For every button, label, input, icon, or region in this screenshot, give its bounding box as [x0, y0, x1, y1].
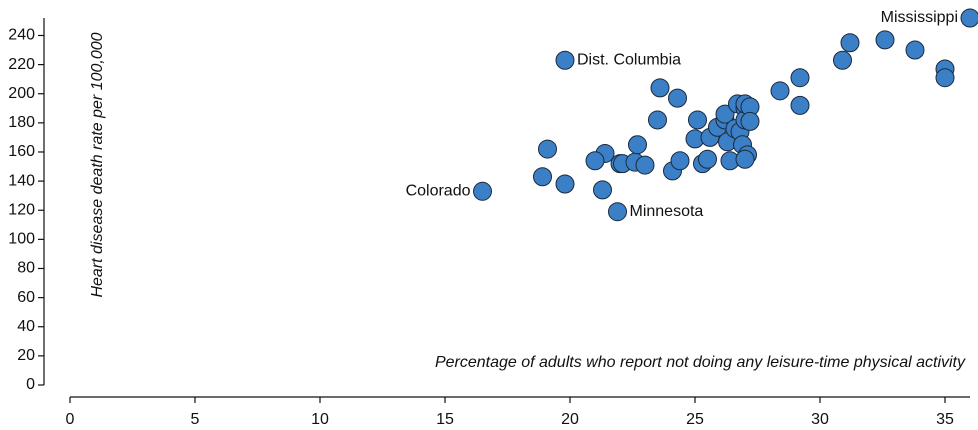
- point: [538, 139, 557, 159]
- point: [555, 50, 575, 70]
- point: [790, 68, 810, 88]
- x-tick-label: 35: [936, 411, 954, 428]
- point: [555, 174, 575, 194]
- y-tick-label: 40: [17, 318, 35, 335]
- point: [960, 8, 978, 28]
- y-tick-label: 220: [8, 56, 35, 73]
- x-tick-label: 0: [66, 411, 75, 428]
- point: [875, 30, 895, 50]
- y-tick-label: 80: [17, 260, 35, 277]
- y-tick-label: 140: [8, 172, 35, 189]
- point: [473, 181, 492, 201]
- y-tick-label: 120: [8, 201, 35, 218]
- y-axis-title: Heart disease death rate per 100,000: [89, 32, 106, 297]
- y-tick-label: 60: [17, 289, 35, 306]
- point: [608, 202, 627, 222]
- y-tick-label: 200: [8, 85, 35, 102]
- y-tick-label: 180: [8, 114, 35, 131]
- y-tick-label: 160: [8, 143, 35, 160]
- point: [840, 33, 860, 53]
- x-tick-label: 10: [311, 411, 329, 428]
- x-tick-label: 15: [436, 411, 454, 428]
- y-tick-label: 100: [8, 231, 35, 248]
- point: [740, 111, 760, 131]
- point: [770, 81, 790, 101]
- y-tick-label: 240: [8, 27, 35, 44]
- point-label: Minnesota: [630, 203, 704, 220]
- point: [715, 104, 735, 124]
- x-tick-label: 5: [191, 411, 200, 428]
- point-label: Mississippi: [881, 9, 958, 26]
- point: [790, 95, 810, 115]
- point: [698, 149, 717, 169]
- x-tick-label: 25: [686, 411, 704, 428]
- point-label: Colorado: [406, 183, 471, 200]
- y-tick-label: 0: [26, 376, 35, 393]
- point: [635, 155, 655, 175]
- point: [735, 149, 755, 169]
- y-tick-label: 20: [17, 347, 35, 364]
- point: [628, 135, 647, 155]
- point: [905, 40, 925, 60]
- point-label: Dist. Columbia: [577, 51, 681, 68]
- x-axis-title: Percentage of adults who report not doin…: [435, 354, 966, 371]
- point: [533, 167, 552, 187]
- x-tick-label: 30: [811, 411, 829, 428]
- x-tick-label: 20: [561, 411, 579, 428]
- point: [670, 151, 690, 171]
- point: [648, 110, 667, 130]
- point: [935, 68, 955, 88]
- point: [593, 180, 612, 200]
- point: [585, 151, 605, 171]
- point: [688, 110, 707, 130]
- point: [833, 50, 852, 70]
- point: [650, 78, 670, 98]
- point: [668, 88, 687, 108]
